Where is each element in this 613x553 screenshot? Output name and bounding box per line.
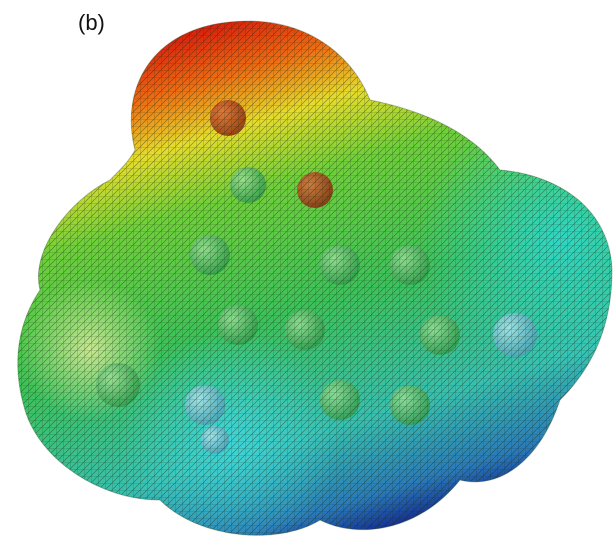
wire-mesh bbox=[0, 0, 613, 553]
page: {"label": "(b)"} bbox=[0, 0, 613, 553]
panel-label: (b) bbox=[78, 10, 105, 35]
mep-surface-figure: (b) bbox=[0, 0, 613, 553]
surface bbox=[0, 0, 613, 553]
